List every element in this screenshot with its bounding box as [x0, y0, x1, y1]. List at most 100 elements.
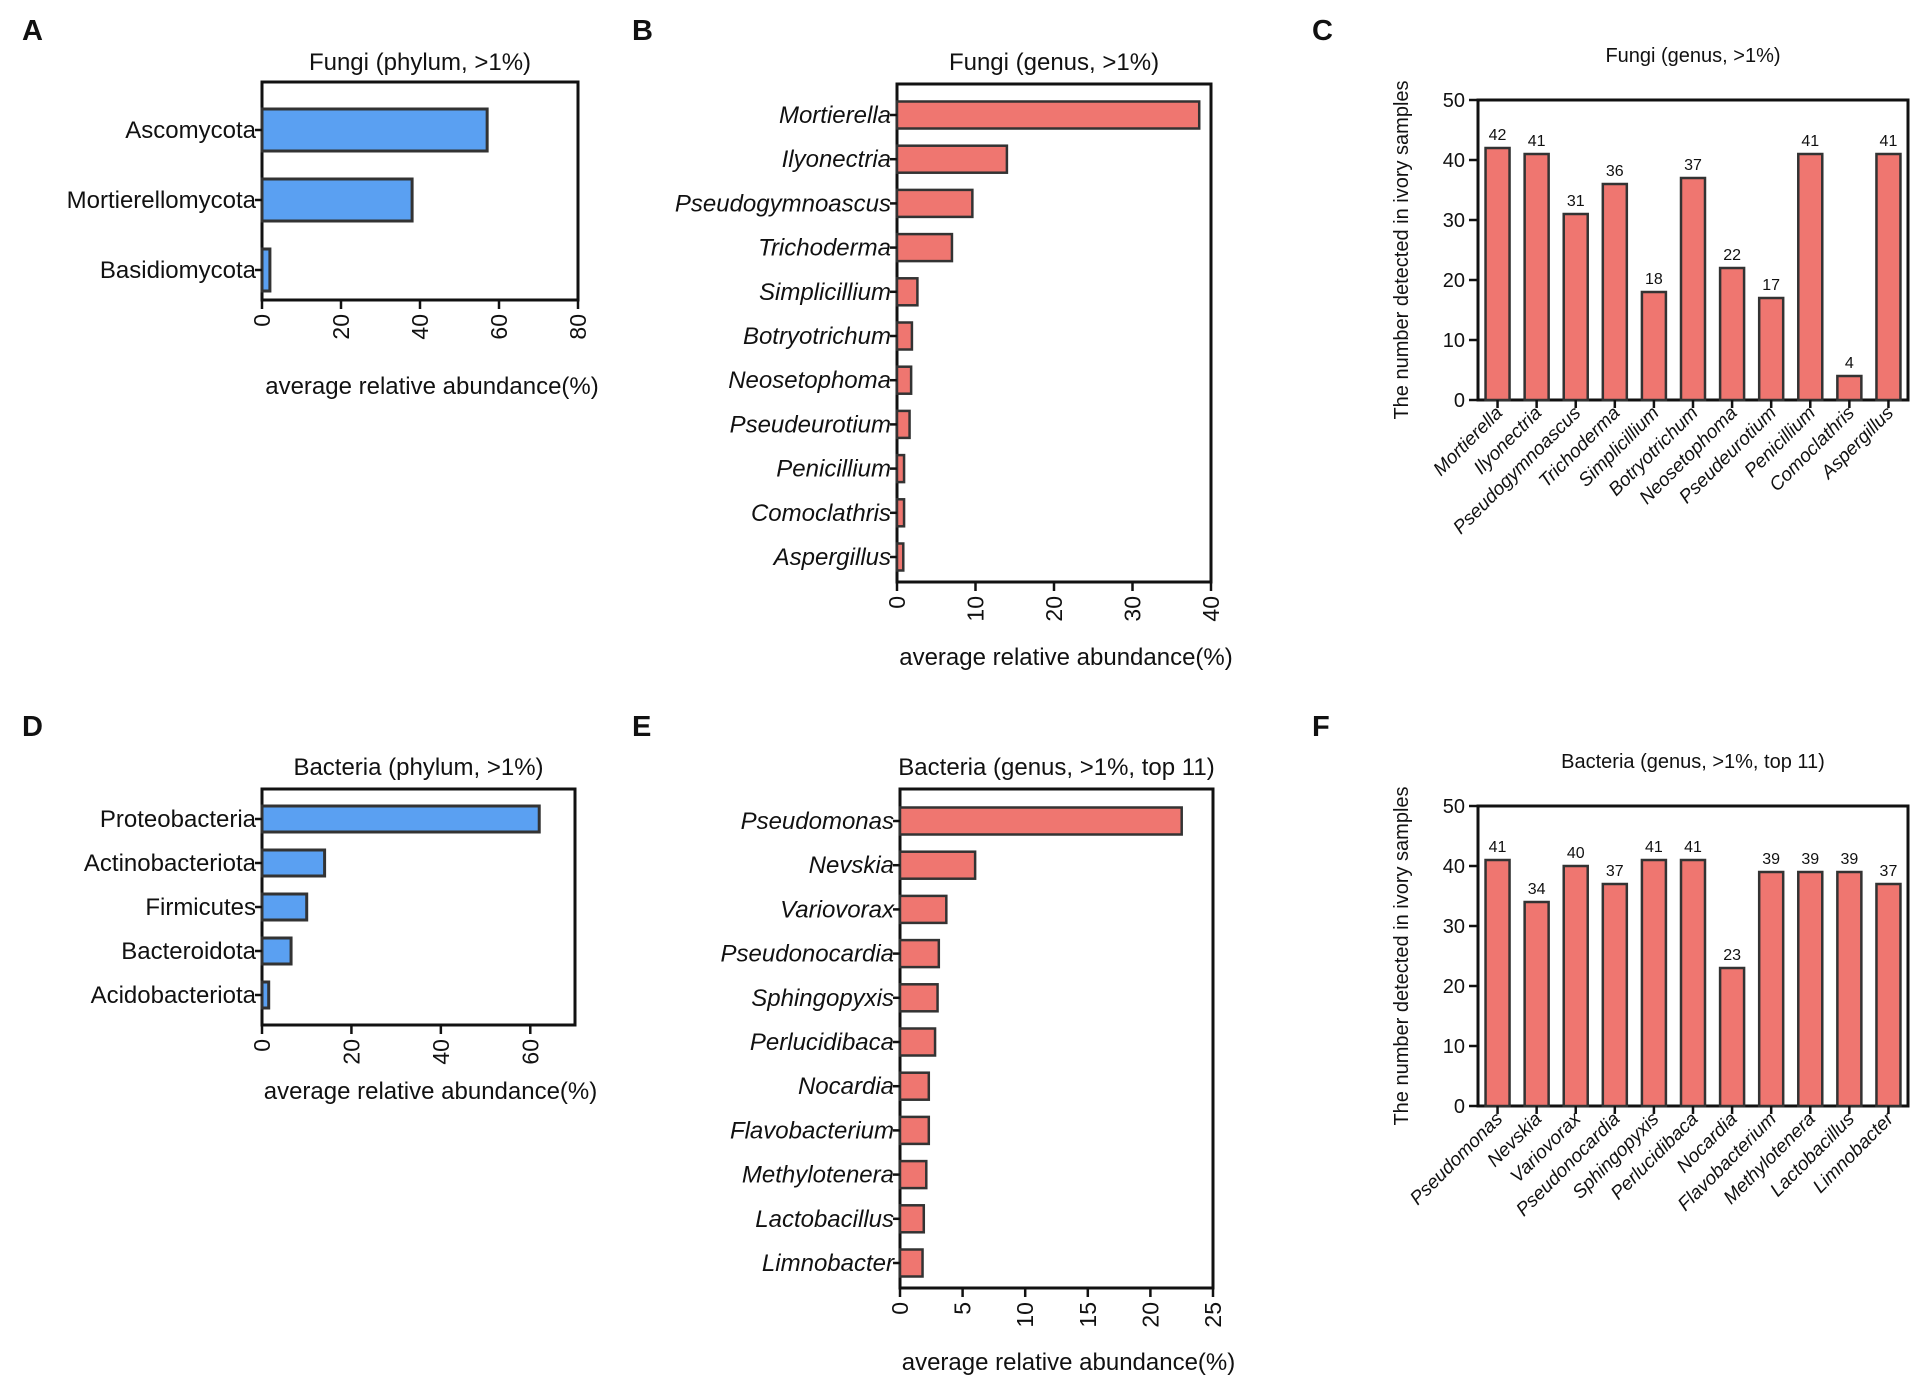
bar-mortierellomycota — [260, 177, 414, 223]
data-label-methylotenera: 39 — [1801, 851, 1819, 868]
bar-simplicillium — [895, 277, 919, 307]
x-tick-label: 30 — [1120, 596, 1146, 622]
x-tick-label: 25 — [1200, 1302, 1226, 1328]
panel-letter-e: E — [632, 711, 651, 743]
y-tick-label: 40 — [1443, 150, 1465, 172]
bar-perlucidibaca — [898, 1027, 937, 1057]
chart-title: Fungi (genus, >1%) — [1605, 45, 1780, 67]
x-tick-label: 5 — [950, 1302, 976, 1315]
bar-sphingopyxis — [898, 983, 939, 1013]
bar-perlucidibaca — [1679, 858, 1707, 1108]
category-label-lactobacillus: Lactobacillus — [755, 1206, 894, 1233]
bar-bacteroidota — [260, 936, 293, 966]
category-label-aspergillus: Aspergillus — [772, 544, 891, 571]
category-label-pseudeurotium: Pseudeurotium — [730, 411, 891, 438]
x-tick-label: 20 — [1041, 596, 1067, 622]
panel-letter-d: D — [22, 711, 43, 743]
x-axis-label: average relative abundance(%) — [264, 1078, 598, 1105]
bar-flavobacterium — [1757, 870, 1785, 1108]
x-tick-label: 80 — [565, 314, 591, 340]
chart-panel-b: Fungi (genus, >1%) Mortierella Ilyonectria… — [675, 49, 1233, 671]
bar-penicillium — [895, 453, 906, 484]
x-tick-label: 20 — [328, 314, 354, 340]
category-label-trichoderma: Trichoderma — [758, 235, 891, 262]
bar-pseudonocardia — [1601, 882, 1629, 1108]
y-tick-label: 20 — [1443, 270, 1465, 292]
bar-sphingopyxis — [1640, 858, 1668, 1108]
y-axis-label: The number detected in ivory samples — [1391, 786, 1413, 1125]
category-label-variovorax: Variovorax — [780, 896, 895, 923]
data-label-simplicillium: 18 — [1645, 271, 1663, 288]
data-label-perlucidibaca: 41 — [1684, 839, 1702, 856]
y-tick-label: 20 — [1443, 976, 1465, 998]
category-label-neosetophoma: Neosetophoma — [728, 367, 891, 394]
data-label-nocardia: 23 — [1723, 947, 1741, 964]
bar-variovorax — [898, 894, 948, 925]
bar-ilyonectria — [895, 144, 1009, 174]
data-label-trichoderma: 36 — [1606, 163, 1624, 180]
chart-panel-a: Fungi (phylum, >1%) Ascomycota Mortierello… — [67, 49, 599, 400]
y-tick-label: 30 — [1443, 210, 1465, 232]
category-label-actinobacteriota: Actinobacteriota — [84, 850, 257, 877]
x-tick-label: 10 — [1012, 1302, 1038, 1328]
category-label-nevskia: Nevskia — [809, 852, 894, 879]
data-label-pseudomonas: 41 — [1489, 839, 1507, 856]
bar-lactobacillus — [898, 1204, 926, 1234]
bar-pseudomonas — [898, 806, 1183, 836]
category-label-pseudonocardia: Pseudonocardia — [721, 941, 894, 968]
chart-title: Bacteria (genus, >1%, top 11) — [898, 754, 1214, 781]
category-label-botryotrichum: Botryotrichum — [743, 323, 891, 350]
category-label-firmicutes: Firmicutes — [145, 894, 256, 921]
data-label-pseudonocardia: 37 — [1606, 863, 1624, 880]
bar-trichoderma — [1601, 182, 1629, 402]
bar-simplicillium — [1640, 290, 1668, 402]
bar-pseudogymnoascus — [1562, 212, 1589, 402]
category-label-pseudogymnoascus: Pseudogymnoascus — [675, 190, 891, 217]
x-tick-label: 0 — [249, 1039, 275, 1052]
bar-lactobacillus — [1836, 870, 1863, 1108]
bar-methylotenera — [1797, 870, 1824, 1108]
data-label-ilyonectria: 41 — [1528, 133, 1546, 150]
bar-ascomycota — [260, 107, 489, 153]
bar-nocardia — [898, 1071, 931, 1101]
x-tick-label: 10 — [963, 596, 989, 622]
y-tick-label: 10 — [1443, 1036, 1465, 1058]
bar-pseudomonas — [1484, 858, 1511, 1108]
data-label-pseudogymnoascus: 31 — [1567, 193, 1585, 210]
bar-comoclathris — [1836, 374, 1863, 402]
bar-nevskia — [898, 850, 977, 880]
x-tick-label: 20 — [338, 1039, 364, 1065]
category-label-mortierella: Mortierella — [779, 102, 891, 129]
bar-actinobacteriota — [260, 848, 327, 878]
x-tick-label: 0 — [249, 314, 275, 327]
bar-comoclathris — [895, 498, 906, 528]
y-tick-label: 0 — [1454, 390, 1465, 412]
y-tick-label: 40 — [1443, 856, 1465, 878]
bar-proteobacteria — [260, 804, 541, 834]
x-axis-label: average relative abundance(%) — [265, 373, 599, 400]
bar-variovorax — [1562, 864, 1589, 1108]
bar-aspergillus — [895, 542, 905, 572]
panel-letter-f: F — [1312, 711, 1330, 743]
panel-letter-b: B — [632, 15, 653, 47]
y-axis-label: The number detected in ivory samples — [1391, 80, 1413, 419]
data-label-nevskia: 34 — [1528, 881, 1546, 898]
bar-basidiomycota — [260, 247, 272, 293]
x-axis-label: average relative abundance(%) — [899, 644, 1233, 671]
bar-pseudeurotium — [1757, 296, 1785, 402]
x-tick-label: 60 — [517, 1039, 543, 1065]
category-label-penicillium: Penicillium — [776, 456, 891, 483]
category-label-perlucidibaca: Perlucidibaca — [750, 1029, 894, 1056]
category-label-mortierellomycota: Mortierellomycota — [67, 187, 257, 214]
data-label-neosetophoma: 22 — [1723, 247, 1741, 264]
category-label-flavobacterium: Flavobacterium — [730, 1117, 894, 1144]
category-label-pseudomonas: Pseudomonas — [741, 808, 894, 835]
bar-botryotrichum — [1679, 176, 1707, 402]
data-label-pseudeurotium: 17 — [1762, 277, 1780, 294]
category-label-methylotenera: Methylotenera — [742, 1162, 894, 1189]
bar-mortierella — [1484, 146, 1511, 402]
data-label-penicillium: 41 — [1801, 133, 1819, 150]
panel-letter-a: A — [22, 15, 43, 47]
bar-mortierella — [895, 100, 1201, 130]
